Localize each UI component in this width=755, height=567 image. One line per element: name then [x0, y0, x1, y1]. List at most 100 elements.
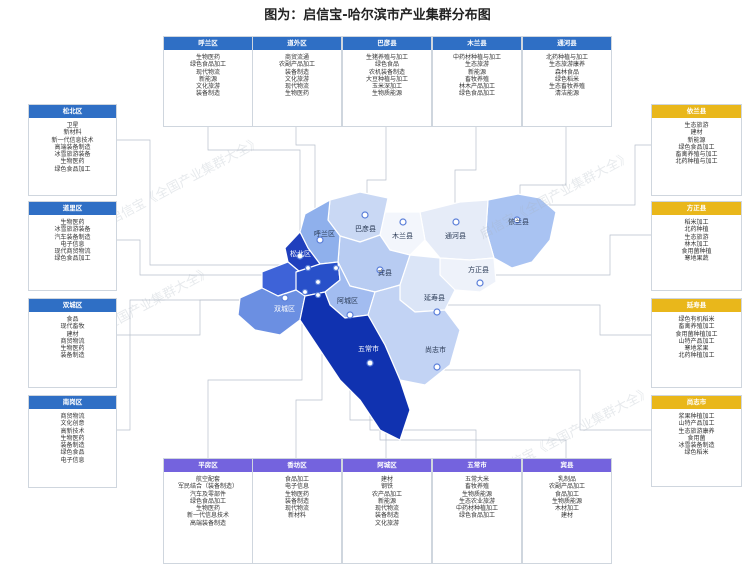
cluster-box-xiangfang: 香坊区 食品加工 电子信息 生物医药 装备制造 现代物流 新材料 [252, 458, 342, 564]
industry-item: 清洁能源 [554, 90, 579, 98]
connector-nangang [115, 299, 300, 431]
cluster-box-yanshou: 延寿县 绿色有机稻米 畜禽养殖加工 食用菌种植加工 山特产品加工 寒地浆果 北药种植加工 [651, 298, 742, 388]
industry-item: 五常大米 [464, 476, 489, 483]
industry-item: 文化旅游 [284, 75, 309, 83]
dot-mulan [399, 218, 407, 226]
industry-item: 生态旅游 [464, 61, 489, 69]
dot-songbei [296, 252, 304, 260]
industry-item: 装备制造 [60, 352, 85, 360]
cluster-list: 五常大米 畜牧养殖 生物质能源 生态农业旅游 中药材种植加工 绿色食品加工 [433, 472, 521, 520]
industry-item: 生物质能源 [461, 490, 492, 498]
industry-item: 生物质能源 [371, 90, 402, 98]
industry-item: 生态旅游康养 [548, 61, 585, 69]
industry-item: 装备制造 [60, 442, 85, 450]
industry-item: 林木产品加工 [458, 83, 495, 91]
industry-item: 农副产品加工 [548, 483, 585, 491]
cluster-box-fangzheng: 方正县 稻米加工 北药种植 生态旅游 林木加工 食用菌种植 寒地果蔬 [651, 201, 742, 291]
industry-item: 冰雪旅游装备 [54, 151, 91, 159]
industry-item: 生物医药 [60, 345, 85, 353]
industry-item: 绿色食品加工 [458, 512, 495, 520]
cluster-header: 依兰县 [652, 105, 741, 118]
industry-item: 北药种植加工 [678, 352, 715, 360]
cluster-header: 尚志市 [652, 396, 741, 409]
map-label-songbei: 松北区 [290, 249, 311, 258]
industry-item: 新一代信息技术 [186, 512, 229, 520]
industry-item: 生态旅游 [684, 122, 709, 129]
industry-item: 食品加工 [284, 476, 309, 483]
industry-item: 建材 [560, 512, 573, 520]
cluster-header: 延寿县 [652, 299, 741, 312]
dot-binxian [376, 266, 384, 274]
industry-item: 冰雪旅游装备 [54, 226, 91, 234]
industry-item: 寒地果蔬 [684, 255, 709, 263]
industry-item: 玉米深加工 [371, 83, 402, 91]
map-label-bayan: 巴彦县 [355, 224, 376, 233]
industry-item: 新能源 [198, 75, 217, 83]
industry-item: 农副产品加工 [278, 61, 315, 69]
map-label-tonghe: 通河县 [445, 231, 466, 240]
industry-item: 冰雪装备制造 [678, 442, 715, 450]
connector-yilan [540, 144, 651, 206]
connector-daoli [115, 239, 290, 276]
industry-item: 文化创意 [60, 420, 85, 428]
cluster-header: 宾县 [523, 459, 611, 472]
cluster-header: 双城区 [29, 299, 116, 312]
industry-item: 绿色食品加工 [189, 497, 226, 505]
dot-acheng [346, 311, 354, 319]
dot-xiangfang [301, 288, 309, 296]
industry-item: 寒地浆果 [684, 345, 709, 353]
industry-item: 生物医药 [284, 490, 309, 498]
industry-item: 畜牧养殖 [464, 483, 489, 491]
industry-item: 畜禽养殖加工 [678, 323, 715, 331]
cluster-list: 生物医药 冰雪旅游装备 汽车装备制造 电子信息 现代商贸物流 绿色食品加工 [29, 215, 116, 263]
cluster-header: 方正县 [652, 202, 741, 215]
cluster-header: 五常市 [433, 459, 521, 472]
cluster-header: 巴彦县 [343, 37, 431, 50]
industry-item: 绿色食品加工 [189, 61, 226, 69]
industry-item: 北药种植与加工 [545, 54, 588, 61]
map-label-yanshou: 延寿县 [424, 293, 445, 302]
cluster-box-tonghe: 通河县 北药种植与加工 生态旅游康养 森林食品 绿色稻米 生态畜牧养殖 清洁能源 [522, 36, 612, 127]
industry-item: 现代物流 [374, 505, 399, 513]
region-yilan [485, 193, 557, 269]
industry-item: 农机装备制造 [368, 68, 405, 76]
industry-item: 生物医药 [284, 90, 309, 98]
cluster-box-bayan: 巴彦县 生猪养殖与加工 绿色食品 农机装备制造 大豆种植与加工 玉米深加工 生物质能源 [342, 36, 432, 127]
dot-nangang [314, 278, 322, 286]
dot-wuchang [366, 359, 374, 367]
industry-item: 生态畜牧养殖 [548, 83, 585, 91]
industry-item: 山特产品加工 [678, 420, 715, 428]
map-label-binxian: 宾县 [378, 268, 392, 277]
industry-item: 北药种植 [684, 226, 709, 234]
industry-item: 生物医药 [195, 54, 220, 61]
industry-item: 电子信息 [284, 483, 309, 491]
map-label-acheng: 阿城区 [337, 296, 358, 305]
industry-item: 生物医药 [60, 219, 85, 226]
industry-item: 农产品加工 [371, 490, 402, 498]
industry-item: 汽车装备制造 [54, 233, 91, 241]
industry-item: 新一代信息技术 [51, 136, 94, 144]
map-label-fangzheng: 方正县 [468, 265, 489, 274]
industry-item: 高新技术 [60, 427, 85, 435]
industry-item: 生态旅游康养 [678, 427, 715, 435]
cluster-box-daoli: 道里区 生物医药 冰雪旅游装备 汽车装备制造 电子信息 现代商贸物流 绿色食品加工 [28, 201, 117, 291]
industry-item: 汽车及零部件 [189, 490, 226, 498]
industry-item: 生态旅游 [684, 233, 709, 241]
cluster-list: 食品 现代畜牧 建材 商贸物流 生物医药 装备制造 [29, 312, 116, 360]
region-tonghe [419, 199, 495, 261]
industry-item: 文化旅游 [195, 83, 220, 91]
cluster-list: 商贸物流 文化创意 高新技术 生物医药 装备制造 绿色食品 电子信息 [29, 409, 116, 464]
industry-item: 新材料 [63, 129, 82, 137]
industry-item: 中药材种植与加工 [452, 54, 501, 61]
industry-item: 建材 [690, 129, 703, 137]
industry-item: 绿色有机稻米 [678, 316, 715, 323]
map-label-yilan: 依兰县 [508, 217, 529, 226]
industry-item: 军民结合（装备制造） [177, 483, 238, 491]
cluster-header: 道外区 [253, 37, 341, 50]
industry-item: 建材 [380, 476, 393, 483]
cluster-box-mulan: 木兰县 中药材种植与加工 生态旅游 新能源 畜牧养殖 林木产品加工 绿色食品加工 [432, 36, 522, 127]
industry-item: 现代商贸物流 [54, 248, 91, 256]
industry-item: 绿色食品加工 [458, 90, 495, 98]
connector-hulan [207, 125, 301, 232]
cluster-list: 生物医药 绿色食品加工 现代物流 新能源 文化旅游 装备制造 [164, 50, 252, 98]
